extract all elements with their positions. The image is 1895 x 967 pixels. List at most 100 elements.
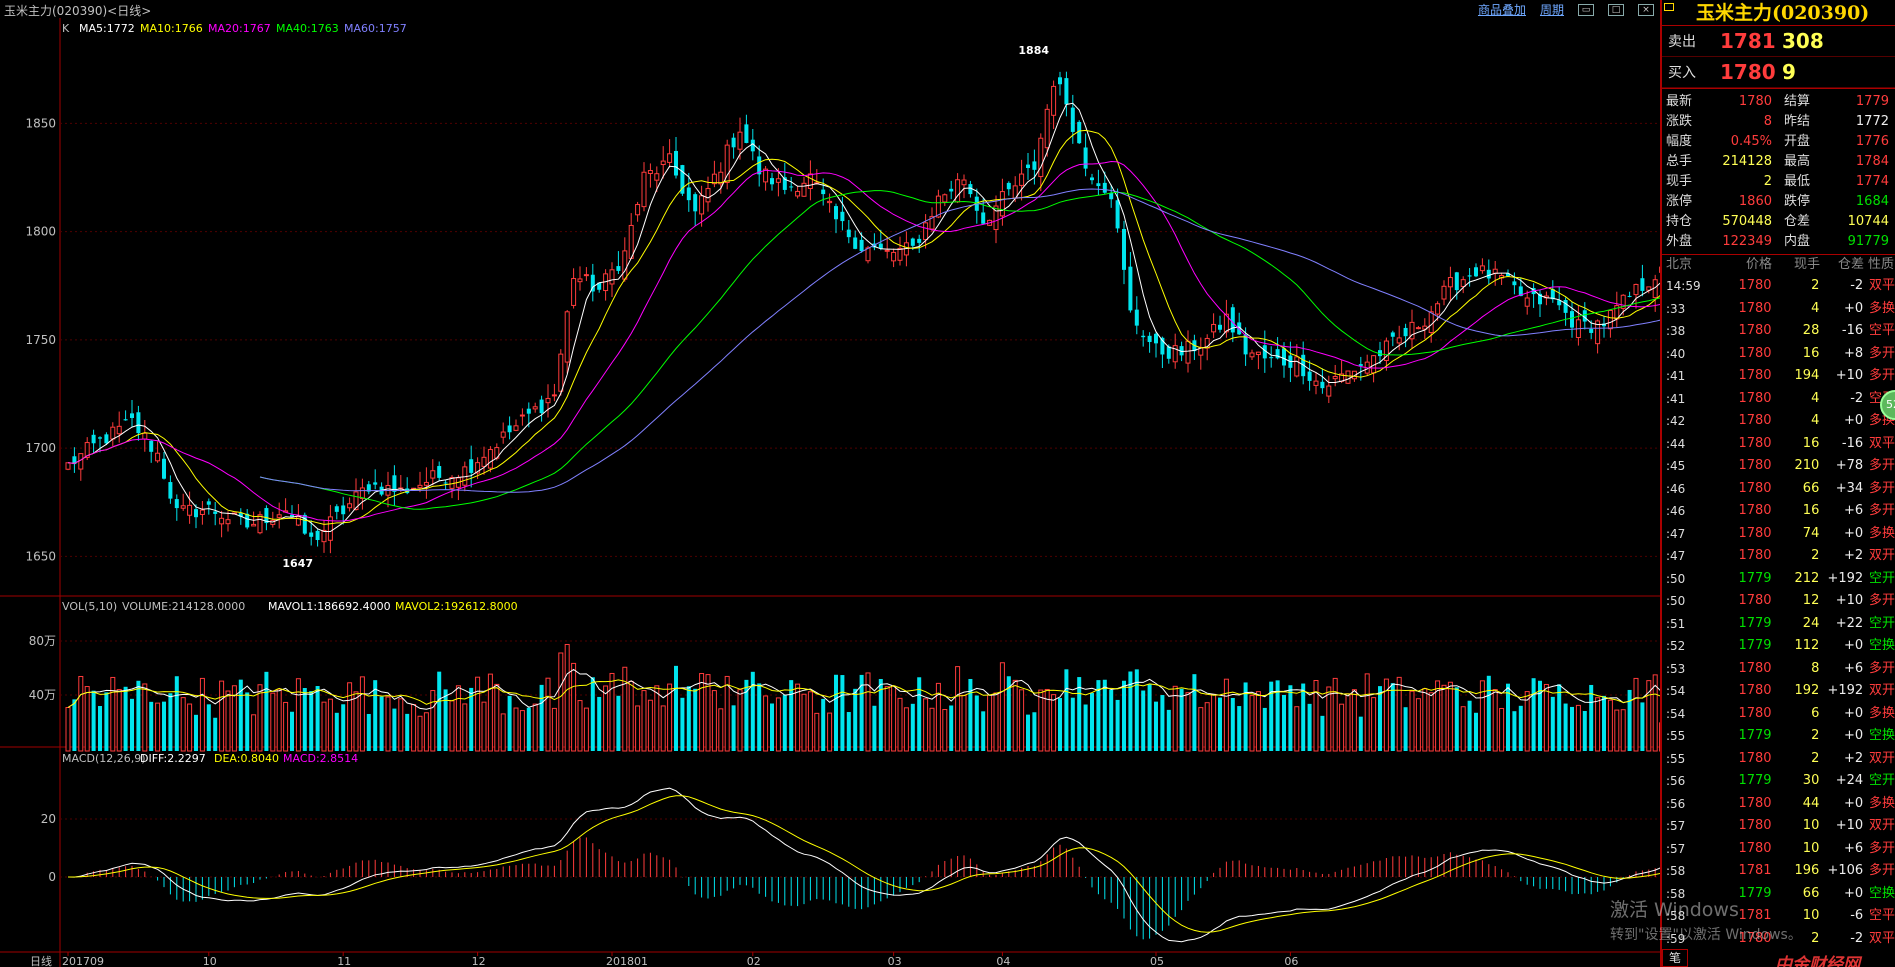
volume-bar — [1275, 680, 1280, 751]
tick-row[interactable]: :59 1780 2 -2 双平 — [1662, 928, 1895, 951]
tick-row[interactable]: :51 1779 24 +22 空开 — [1662, 613, 1895, 636]
tick-row[interactable]: :41 1780 194 +10 多开 — [1662, 365, 1895, 388]
candle — [1307, 360, 1312, 391]
candle — [1467, 268, 1472, 287]
volume-bar — [1122, 680, 1126, 751]
time-tick-label: 06 — [1284, 955, 1298, 967]
volume-bar — [1595, 697, 1601, 752]
candle — [750, 128, 755, 161]
tick-row[interactable]: :52 1779 112 +0 空换 — [1662, 635, 1895, 658]
volume-bar — [238, 679, 243, 751]
candle — [724, 139, 730, 190]
tick-row[interactable]: :50 1779 212 +192 空开 — [1662, 568, 1895, 591]
tick-volume: 196 — [1794, 863, 1820, 878]
dea-line — [68, 795, 1660, 933]
tick-row[interactable]: :33 1780 4 +0 多换 — [1662, 298, 1895, 321]
price-tick-label: 1800 — [25, 225, 56, 239]
tick-row[interactable]: 14:59 1780 2 -2 双平 — [1662, 275, 1895, 298]
time-tick-label: 04 — [996, 955, 1010, 967]
candle — [1460, 276, 1466, 294]
candle — [1441, 280, 1447, 306]
window-close-icon[interactable]: × — [1638, 3, 1654, 16]
tick-row[interactable]: :47 1780 74 +0 多换 — [1662, 523, 1895, 546]
price-tick-label: 1650 — [25, 549, 56, 563]
tick-price: 1780 — [1738, 548, 1772, 563]
tick-row[interactable]: :58 1781 10 -6 空平 — [1662, 905, 1895, 928]
tick-row[interactable]: :58 1781 196 +106 多开 — [1662, 860, 1895, 883]
volume-bar — [398, 698, 404, 752]
volume-bar — [1115, 699, 1120, 751]
volume-bar — [1179, 688, 1184, 751]
volume-bar — [974, 695, 979, 751]
volume-bar — [487, 673, 493, 752]
volume-bar — [187, 703, 193, 752]
volume-bar — [481, 701, 487, 752]
ask-row[interactable]: 卖出 1781 308 — [1662, 26, 1895, 57]
candle — [276, 502, 282, 529]
macd-tick-labels: 20 0 — [41, 812, 56, 884]
window-maximize-icon[interactable]: □ — [1608, 3, 1624, 16]
tick-row[interactable]: :53 1780 8 +6 多开 — [1662, 658, 1895, 681]
volume-bar — [1575, 704, 1581, 752]
volume-bar — [1345, 693, 1351, 752]
ma40-line — [259, 190, 1660, 510]
volume-bar — [1441, 684, 1447, 752]
window-restore-icon[interactable]: ▭ — [1578, 3, 1594, 16]
period-link[interactable]: 周期 — [1539, 3, 1564, 17]
kline-chart[interactable]: 1850 1800 1750 1700 1650 K MA5:1772 MA10… — [0, 18, 1660, 967]
candle — [789, 176, 794, 192]
volume-bar — [724, 675, 730, 752]
tick-row[interactable]: :56 1779 30 +24 空开 — [1662, 770, 1895, 793]
panel-toggle-icon[interactable] — [1664, 3, 1674, 11]
ask-label: 卖出 — [1668, 34, 1696, 50]
bid-row[interactable]: 买入 1780 9 — [1662, 57, 1895, 88]
tick-volume: 2 — [1811, 278, 1820, 293]
volume-bar — [430, 690, 436, 752]
volume-bar — [583, 707, 589, 752]
tick-table[interactable]: 14:59 1780 2 -2 双平:33 1780 4 +0 多换:38 1780 28 -16 空平… — [1662, 275, 1895, 950]
tick-row[interactable]: :42 1780 4 +0 多换 — [1662, 410, 1895, 433]
volume-bar — [1435, 680, 1441, 752]
volume-bar — [731, 705, 736, 751]
stat-row: 最新 1780 结算 1779 — [1662, 92, 1895, 112]
volume-bar — [206, 704, 211, 751]
tick-time: :58 — [1666, 864, 1686, 878]
volume-bar — [923, 698, 929, 752]
price-tick-labels: 1850 1800 1750 1700 1650 — [25, 116, 56, 563]
volume-bar — [1531, 678, 1536, 751]
time-tick-label: 03 — [888, 955, 902, 967]
volume-bar — [353, 691, 359, 752]
tick-row[interactable]: :40 1780 16 +8 多开 — [1662, 343, 1895, 366]
tick-row[interactable]: :46 1780 66 +34 多开 — [1662, 478, 1895, 501]
tick-nature: 多换 — [1869, 705, 1895, 721]
tick-row[interactable]: :58 1779 66 +0 空换 — [1662, 883, 1895, 906]
tick-row[interactable]: :57 1780 10 +10 双开 — [1662, 815, 1895, 838]
tick-row[interactable]: :44 1780 16 -16 双平 — [1662, 433, 1895, 456]
tick-row[interactable]: :57 1780 10 +6 多开 — [1662, 838, 1895, 861]
quote-title-text: 玉米主力(020390) — [1696, 2, 1870, 24]
tick-row[interactable]: :54 1780 6 +0 多换 — [1662, 703, 1895, 726]
volume-bar — [1460, 706, 1466, 752]
volume-bar — [449, 700, 455, 752]
tick-row[interactable]: :46 1780 16 +6 多开 — [1662, 500, 1895, 523]
tick-nature: 双平 — [1869, 278, 1895, 293]
tick-oi-change: +6 — [1843, 660, 1864, 676]
tick-row[interactable]: :54 1780 192 +192 双开 — [1662, 680, 1895, 703]
tick-row[interactable]: :55 1779 2 +0 空换 — [1662, 725, 1895, 748]
tick-row[interactable]: :55 1780 2 +2 双开 — [1662, 748, 1895, 771]
volume-bar — [686, 686, 691, 751]
tick-row[interactable]: :50 1780 12 +10 多开 — [1662, 590, 1895, 613]
candle — [1122, 220, 1126, 285]
commodity-overlay-link[interactable]: 商品叠加 — [1477, 3, 1526, 17]
tick-row[interactable]: :56 1780 44 +0 多换 — [1662, 793, 1895, 816]
tick-tab[interactable]: 笔 — [1662, 949, 1688, 967]
stat-value: 214128 — [1722, 154, 1772, 169]
candle — [590, 263, 595, 302]
tick-volume: 112 — [1794, 638, 1820, 653]
tick-row[interactable]: :38 1780 28 -16 空平 — [1662, 320, 1895, 343]
candle — [251, 511, 257, 527]
tick-row[interactable]: :47 1780 2 +2 双开 — [1662, 545, 1895, 568]
tick-row[interactable]: :45 1780 210 +78 多开 — [1662, 455, 1895, 478]
volume-bar — [65, 707, 71, 752]
